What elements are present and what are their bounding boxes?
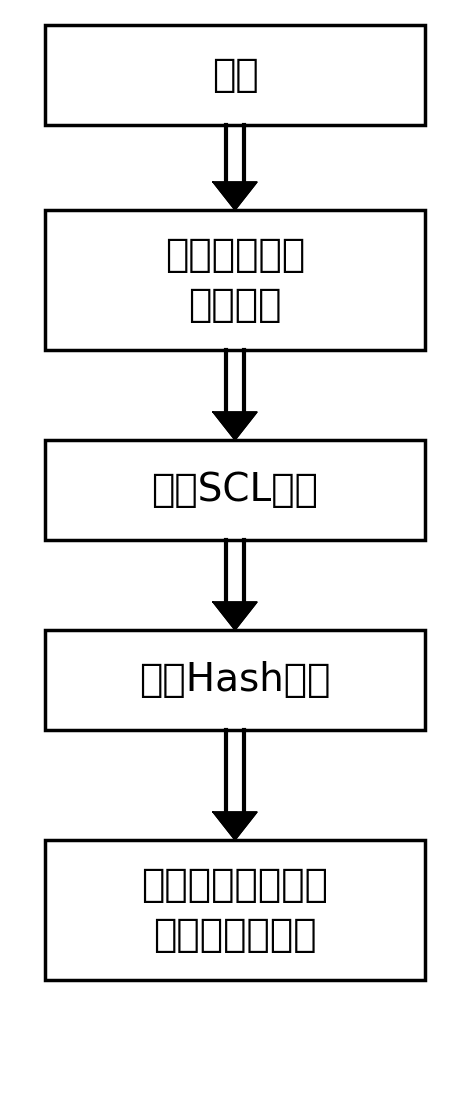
Bar	[45, 440, 425, 540]
Polygon shape	[213, 812, 257, 840]
Text: 缩减搜索路径宽度
或提前终止译码: 缩减搜索路径宽度 或提前终止译码	[141, 866, 329, 954]
Polygon shape	[213, 412, 257, 440]
Text: 分段Hash校验: 分段Hash校验	[139, 661, 331, 699]
Text: 分段SCL译码: 分段SCL译码	[151, 471, 319, 509]
Text: 接收: 接收	[212, 56, 258, 94]
Polygon shape	[213, 602, 257, 630]
Bar	[45, 840, 425, 980]
Bar	[45, 25, 425, 125]
Text: 判断译码比特
所在集合: 判断译码比特 所在集合	[165, 237, 305, 324]
Polygon shape	[213, 182, 257, 210]
Bar	[45, 630, 425, 730]
Bar	[45, 210, 425, 350]
